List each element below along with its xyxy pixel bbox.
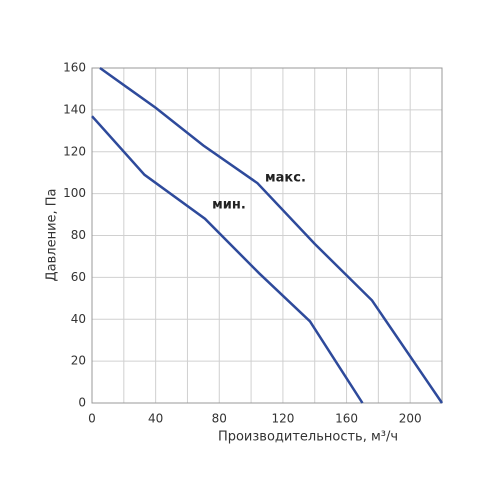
x-tick-label: 80 [212,412,227,426]
x-tick-label: 120 [271,412,294,426]
y-axis-label: Давление, Па [45,188,60,281]
x-axis-label: Производительность, м³/ч [218,430,398,445]
y-tick-label: 40 [71,312,86,326]
y-tick-label: 80 [71,228,86,242]
series-label: мин. [212,197,246,212]
x-tick-label: 200 [399,412,422,426]
y-tick-label: 100 [63,186,86,200]
x-tick-label: 160 [335,412,358,426]
y-tick-label: 160 [63,61,86,75]
y-tick-label: 20 [71,354,86,368]
y-tick-label: 60 [71,270,86,284]
series-label: макс. [265,171,306,186]
plot-frame [91,67,443,404]
series-line [91,115,364,404]
y-tick-label: 120 [63,144,86,158]
x-tick-label: 0 [88,412,96,426]
y-tick-label: 0 [78,396,86,410]
x-tick-label: 40 [148,412,163,426]
series-line [99,66,444,404]
y-tick-label: 140 [63,102,86,116]
